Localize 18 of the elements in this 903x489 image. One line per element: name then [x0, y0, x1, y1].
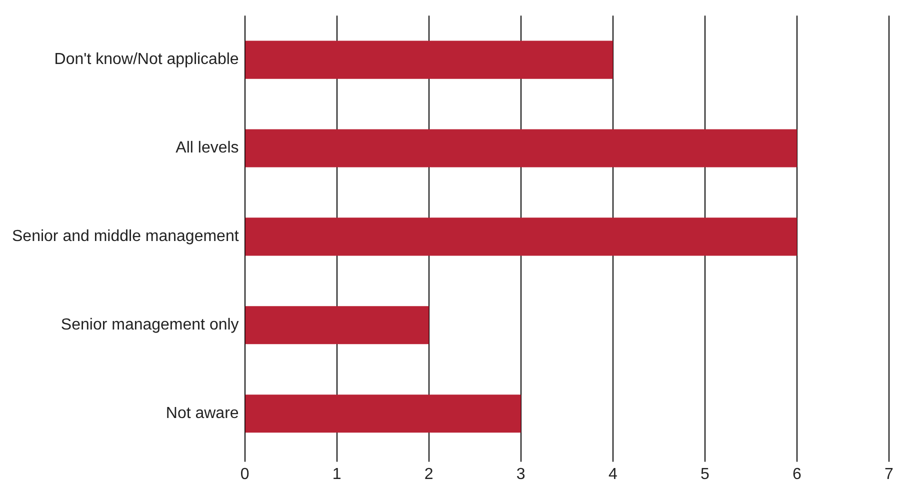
- bar: [245, 218, 797, 256]
- y-tick-label: Senior and middle management: [12, 228, 240, 246]
- bar: [245, 394, 521, 433]
- x-tick-label: 3: [516, 466, 526, 483]
- y-tick-label: All levels: [176, 140, 239, 157]
- x-tick-label: 0: [240, 466, 250, 483]
- y-tick-label: Don't know/Not applicable: [54, 51, 239, 68]
- x-tick-label: 5: [700, 466, 710, 483]
- y-tick-label: Not aware: [166, 404, 239, 422]
- x-tick-label: 2: [424, 466, 434, 483]
- x-tick-label: 7: [884, 466, 894, 483]
- x-tick-label: 6: [792, 466, 802, 483]
- bar: [245, 129, 797, 168]
- x-tick-label: 1: [332, 466, 342, 483]
- bar: [245, 40, 613, 79]
- y-tick-label: Senior management only: [60, 316, 239, 334]
- x-tick-label: 4: [608, 466, 618, 483]
- bar: [245, 306, 429, 344]
